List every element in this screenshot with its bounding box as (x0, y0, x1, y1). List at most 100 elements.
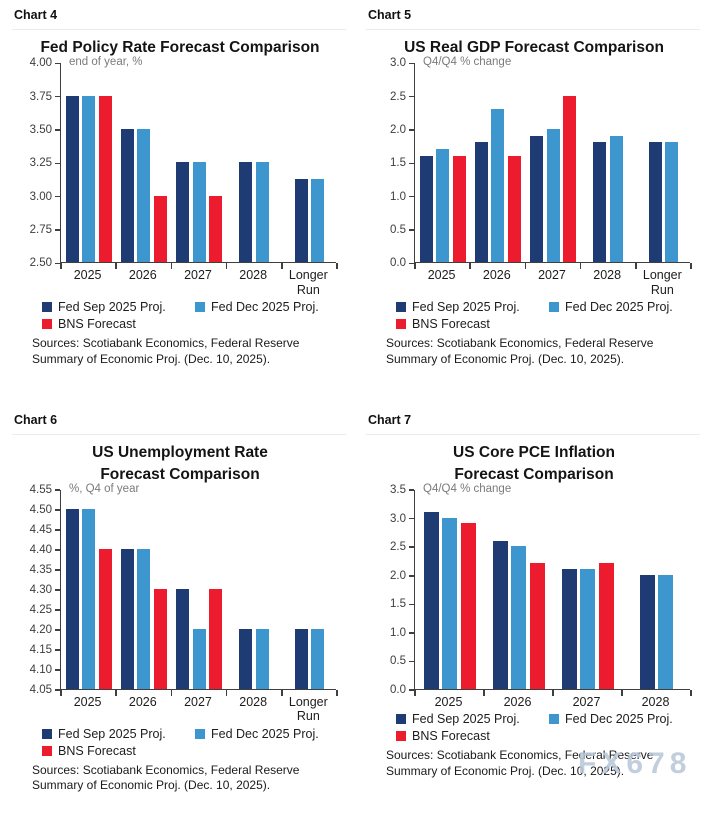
legend-swatch-icon (549, 714, 559, 725)
y-tick-mark (55, 589, 60, 591)
x-category-label: Longer Run (642, 268, 682, 297)
legend-row: BNS Forecast (42, 744, 348, 758)
sources-line: Sources: Scotiabank Economics, Federal R… (386, 748, 654, 763)
x-category-label: 2027 (538, 268, 566, 283)
bar-fed-dec-2025-proj (192, 162, 206, 263)
bar-fed-sep-2025-proj (593, 142, 607, 263)
chart-area: 0.0 0.5 1.0 1.5 2.0 2.5 3.0 3.5 Q4/Q4 % change (366, 483, 702, 697)
y-tick-mark (55, 195, 60, 198)
chart-area: 0.0 0.5 1.0 1.5 2.0 2.5 3.0 Q4/Q4 % change (366, 56, 702, 270)
chart-title-line: Forecast Comparison (100, 465, 260, 483)
bar-fed-sep-2025-proj (561, 569, 577, 690)
legend-label: Fed Dec 2025 Proj. (211, 300, 319, 315)
x-tick-mark (690, 263, 692, 270)
legend-item-fed-sep-2025-proj: Fed Sep 2025 Proj. (42, 727, 195, 741)
chart-label: Chart 7 (368, 413, 412, 428)
y-tick-label: 4.25 (29, 604, 52, 617)
x-axis-labels: 2025 2026 2027 2028 (414, 695, 692, 709)
legend-row: BNS Forecast (396, 729, 702, 743)
sources: Sources: Scotiabank Economics, Federal R… (12, 763, 348, 794)
legend-row: BNS Forecast (42, 317, 348, 331)
y-tick-label: 1.0 (390, 190, 406, 203)
x-category-label: 2027 (184, 268, 212, 283)
bar-fed-sep-2025-proj (176, 162, 189, 263)
y-tick-label: 4.20 (29, 624, 52, 637)
y-tick-label: 1.5 (390, 157, 406, 170)
panel-divider (366, 29, 700, 30)
y-tick-mark (55, 609, 60, 611)
y-tick-label: 4.30 (29, 584, 52, 597)
y-tick-label: 3.00 (29, 190, 52, 203)
sources-line: Summary of Economic Proj. (Dec. 10, 2025… (32, 778, 271, 793)
bar-fed-dec-2025-proj (311, 179, 325, 263)
bar-bns-forecast (452, 155, 466, 263)
bar-fed-sep-2025-proj (239, 162, 253, 263)
plot-area: end of year, % (55, 56, 338, 270)
y-tick-label: 3.75 (29, 90, 52, 103)
bar-bns-forecast (209, 195, 222, 263)
sources-line: Sources: Scotiabank Economics, Federal R… (32, 762, 300, 777)
plot-area: %, Q4 of year (55, 483, 338, 697)
x-tick-mark (552, 690, 554, 697)
bar-fed-dec-2025-proj (609, 135, 623, 263)
bar-fed-dec-2025-proj (511, 546, 526, 690)
x-category-label: 2026 (128, 695, 157, 710)
legend-item-fed-sep-2025-proj: Fed Sep 2025 Proj. (396, 300, 549, 314)
legend: Fed Sep 2025 Proj. Fed Dec 2025 Proj. BNS … (366, 300, 702, 331)
x-tick-mark (225, 263, 228, 270)
y-tick-label: 4.50 (29, 504, 52, 517)
bar-bns-forecast (209, 589, 222, 690)
x-tick-mark (414, 690, 416, 697)
y-tick-label: 0.0 (390, 257, 406, 270)
x-category-label: 2028 (239, 695, 268, 710)
y-tick-mark (409, 632, 414, 634)
chart-label: Chart 6 (14, 413, 58, 428)
y-tick-mark (409, 129, 414, 131)
bar-fed-sep-2025-proj (419, 155, 433, 263)
bar-fed-sep-2025-proj (294, 629, 308, 690)
x-tick-mark (170, 263, 173, 270)
bar-fed-sep-2025-proj (294, 179, 308, 263)
bar-bns-forecast (98, 95, 112, 263)
panel-chart-5: Chart 5 US Real GDP Forecast Comparison … (354, 8, 708, 367)
panel-chart-4: Chart 4 Fed Policy Rate Forecast Compari… (0, 8, 354, 367)
x-axis-labels: 2025 2026 2027 2028 Longer Run (414, 268, 692, 297)
bar-bns-forecast (529, 563, 545, 690)
chart-label: Chart 4 (14, 8, 58, 22)
bar-fed-dec-2025-proj (436, 149, 450, 263)
bar-bns-forecast (460, 523, 476, 690)
sources-line: Sources: Scotiabank Economics, Federal R… (386, 336, 654, 351)
x-category-label: Longer Run (288, 695, 328, 724)
x-category-label: 2028 (593, 268, 622, 283)
legend-label: Fed Sep 2025 Proj. (58, 300, 166, 315)
legend-item-fed-sep-2025-proj: Fed Sep 2025 Proj. (396, 712, 549, 726)
sources-line: Summary of Economic Proj. (Dec. 10, 2025… (32, 351, 271, 366)
y-tick-mark (409, 603, 414, 606)
plot-area: Q4/Q4 % change (409, 483, 692, 697)
bar-fed-dec-2025-proj (255, 162, 269, 263)
legend-row: Fed Sep 2025 Proj. Fed Dec 2025 Proj. (42, 300, 348, 314)
chart-title: Fed Policy Rate Forecast Comparison (12, 37, 348, 58)
y-axis: 0.0 0.5 1.0 1.5 2.0 2.5 3.0 3.5 (366, 484, 414, 696)
chart-title-line: Fed Policy Rate Forecast Comparison (40, 39, 320, 56)
y-tick-mark (409, 162, 414, 165)
y-tick-mark (55, 62, 60, 65)
chart-title: US Real GDP Forecast Comparison (366, 37, 702, 58)
x-tick-mark (115, 263, 117, 270)
x-axis-labels: 2025 2026 2027 2028 Longer Run (60, 695, 338, 724)
axis-unit-label: Q4/Q4 % change (423, 56, 512, 69)
legend-label: Fed Dec 2025 Proj. (565, 712, 673, 727)
chart-title-line: Forecast Comparison (454, 465, 614, 483)
panel-divider (12, 29, 346, 30)
bar-bns-forecast (507, 155, 521, 263)
sources-line: Sources: Scotiabank Economics, Federal R… (32, 336, 300, 351)
y-tick-mark (409, 660, 414, 663)
x-category-label: 2028 (641, 695, 670, 710)
y-tick-mark (55, 669, 60, 671)
y-tick-mark (55, 629, 60, 631)
bar-fed-sep-2025-proj (120, 549, 134, 690)
legend-label: Fed Sep 2025 Proj. (412, 712, 520, 727)
x-tick-mark (281, 690, 283, 697)
bar-fed-sep-2025-proj (65, 509, 79, 690)
y-axis: 2.50 2.75 3.00 3.25 3.50 3.75 4.00 (12, 57, 60, 269)
